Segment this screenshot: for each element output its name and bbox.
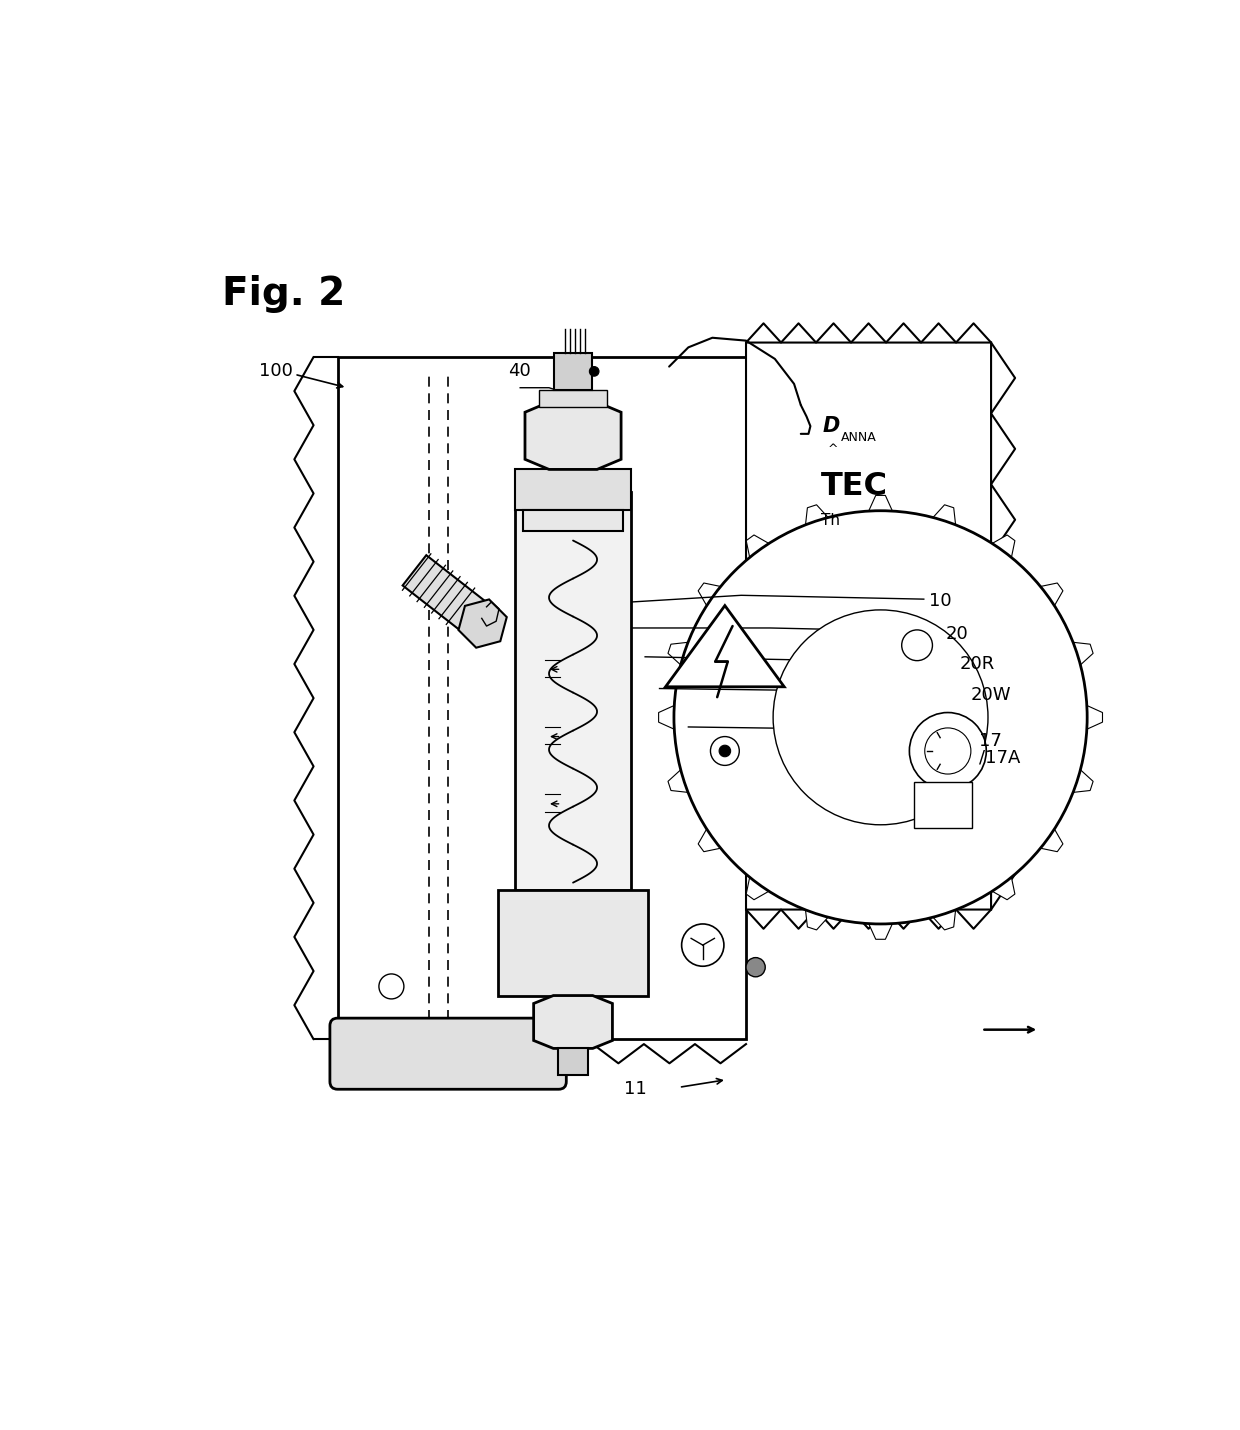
Text: 17: 17 bbox=[978, 732, 1002, 749]
Circle shape bbox=[925, 728, 971, 774]
Bar bbox=[516, 492, 631, 891]
Text: Fig. 2: Fig. 2 bbox=[222, 276, 346, 313]
Circle shape bbox=[901, 629, 932, 661]
Text: D: D bbox=[823, 416, 841, 436]
Polygon shape bbox=[867, 921, 894, 940]
Polygon shape bbox=[666, 605, 784, 686]
Polygon shape bbox=[658, 704, 677, 731]
Polygon shape bbox=[746, 343, 991, 909]
Polygon shape bbox=[805, 907, 831, 930]
Circle shape bbox=[675, 511, 1087, 924]
Circle shape bbox=[682, 924, 724, 967]
Polygon shape bbox=[1070, 768, 1094, 792]
Bar bbox=[337, 358, 746, 1040]
Text: TEC: TEC bbox=[821, 472, 888, 502]
Circle shape bbox=[909, 712, 986, 789]
Polygon shape bbox=[1037, 827, 1063, 852]
Text: 20W: 20W bbox=[971, 686, 1012, 704]
Bar bbox=[523, 509, 622, 531]
Circle shape bbox=[719, 745, 730, 756]
Text: ^: ^ bbox=[828, 443, 838, 456]
Circle shape bbox=[711, 736, 739, 765]
Polygon shape bbox=[403, 555, 495, 639]
Polygon shape bbox=[1037, 583, 1063, 609]
Text: 20: 20 bbox=[946, 625, 968, 642]
FancyBboxPatch shape bbox=[330, 1018, 567, 1090]
Circle shape bbox=[379, 974, 404, 1000]
Polygon shape bbox=[533, 995, 613, 1048]
Text: Th: Th bbox=[821, 513, 839, 528]
Polygon shape bbox=[698, 583, 724, 609]
Text: 100: 100 bbox=[259, 362, 293, 380]
Polygon shape bbox=[668, 642, 691, 668]
Text: 11: 11 bbox=[624, 1080, 647, 1098]
Polygon shape bbox=[746, 535, 771, 561]
Polygon shape bbox=[459, 599, 507, 648]
Text: 40: 40 bbox=[507, 362, 531, 380]
Text: 10: 10 bbox=[929, 592, 951, 611]
Bar bbox=[516, 469, 631, 509]
Bar bbox=[498, 891, 649, 997]
Circle shape bbox=[746, 958, 765, 977]
Polygon shape bbox=[931, 505, 956, 528]
Polygon shape bbox=[931, 907, 956, 930]
Polygon shape bbox=[1070, 642, 1094, 668]
Polygon shape bbox=[746, 874, 771, 899]
Polygon shape bbox=[805, 505, 831, 528]
Polygon shape bbox=[990, 535, 1014, 561]
Polygon shape bbox=[525, 402, 621, 469]
Bar bbox=[539, 389, 606, 408]
Text: /17A: /17A bbox=[978, 748, 1021, 766]
Bar bbox=[554, 353, 593, 389]
Polygon shape bbox=[867, 495, 894, 513]
Bar bbox=[914, 782, 972, 828]
Text: ANNA: ANNA bbox=[841, 432, 877, 445]
Circle shape bbox=[589, 366, 599, 376]
Polygon shape bbox=[990, 874, 1014, 899]
Text: 20R: 20R bbox=[960, 655, 994, 674]
Bar bbox=[558, 1048, 589, 1075]
Polygon shape bbox=[698, 827, 724, 852]
Polygon shape bbox=[668, 768, 691, 792]
Circle shape bbox=[773, 611, 988, 825]
Polygon shape bbox=[1084, 704, 1102, 731]
